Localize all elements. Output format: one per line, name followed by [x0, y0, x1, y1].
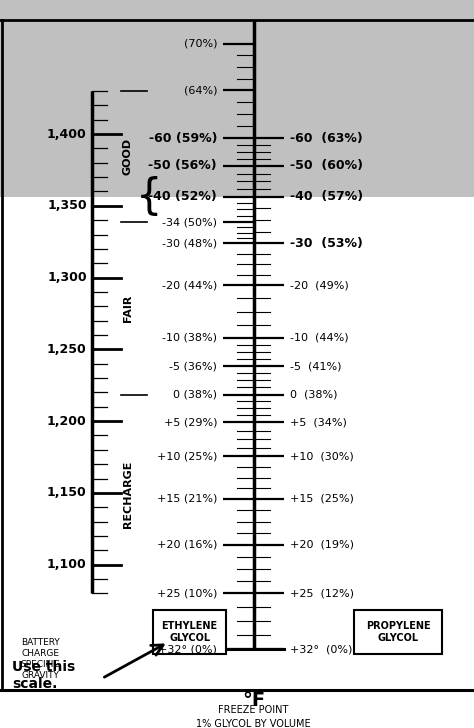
Text: -50 (56%): -50 (56%): [148, 159, 217, 173]
Text: -34 (50%): -34 (50%): [162, 217, 217, 227]
Text: 0  (38%): 0 (38%): [290, 389, 337, 400]
Text: 1,300: 1,300: [47, 271, 87, 284]
Text: +5 (29%): +5 (29%): [164, 417, 217, 427]
Text: +10  (30%): +10 (30%): [290, 451, 354, 462]
Text: -60 (59%): -60 (59%): [148, 132, 217, 145]
Text: -30 (48%): -30 (48%): [162, 238, 217, 248]
Text: ETHYLENE
GLYCOL: ETHYLENE GLYCOL: [162, 621, 218, 643]
Text: -50  (60%): -50 (60%): [290, 159, 363, 173]
Bar: [153, 610, 227, 654]
Text: 1,200: 1,200: [47, 414, 87, 427]
Text: -10  (44%): -10 (44%): [290, 333, 349, 343]
Text: Use this
scale.: Use this scale.: [12, 660, 75, 691]
Text: +32° (0%): +32° (0%): [158, 644, 217, 654]
Text: -5  (41%): -5 (41%): [290, 361, 342, 371]
Text: -40 (52%): -40 (52%): [148, 190, 217, 203]
Text: -10 (38%): -10 (38%): [162, 333, 217, 343]
Text: -20  (49%): -20 (49%): [290, 280, 349, 290]
Text: +20  (19%): +20 (19%): [290, 539, 354, 550]
Text: +5  (34%): +5 (34%): [290, 417, 347, 427]
Text: {: {: [136, 175, 163, 218]
Text: PROPYLENE
GLYCOL: PROPYLENE GLYCOL: [366, 621, 430, 643]
Text: FREEZE POINT
1% GLYCOL BY VOLUME: FREEZE POINT 1% GLYCOL BY VOLUME: [196, 705, 311, 728]
Text: -40  (57%): -40 (57%): [290, 190, 363, 203]
Text: -20 (44%): -20 (44%): [162, 280, 217, 290]
Text: °F: °F: [242, 691, 265, 710]
Text: +10 (25%): +10 (25%): [157, 451, 217, 462]
Text: -5 (36%): -5 (36%): [169, 361, 217, 371]
Text: (64%): (64%): [183, 85, 217, 95]
Text: (70%): (70%): [183, 39, 217, 49]
Text: BATTERY
CHARGE
SPECIFIC
GRAVITY: BATTERY CHARGE SPECIFIC GRAVITY: [20, 638, 60, 680]
Text: GOOD: GOOD: [123, 138, 133, 175]
Text: 1,400: 1,400: [47, 127, 87, 141]
Text: 1,250: 1,250: [47, 343, 87, 356]
Text: 1,350: 1,350: [47, 199, 87, 213]
Text: -60  (63%): -60 (63%): [290, 132, 363, 145]
Text: +32°  (0%): +32° (0%): [290, 644, 353, 654]
Text: -30  (53%): -30 (53%): [290, 237, 363, 250]
Text: +25  (12%): +25 (12%): [290, 588, 354, 598]
Text: +15  (25%): +15 (25%): [290, 494, 354, 504]
Bar: [354, 610, 442, 654]
Text: +15 (21%): +15 (21%): [157, 494, 217, 504]
Text: +20 (16%): +20 (16%): [157, 539, 217, 550]
Text: 1,150: 1,150: [47, 486, 87, 499]
Text: 0 (38%): 0 (38%): [173, 389, 217, 400]
Text: RECHARGE: RECHARGE: [123, 460, 133, 528]
Bar: [0, 0, 474, 197]
Text: FAIR: FAIR: [123, 295, 133, 322]
Text: 1,100: 1,100: [47, 558, 87, 571]
Text: +25 (10%): +25 (10%): [157, 588, 217, 598]
